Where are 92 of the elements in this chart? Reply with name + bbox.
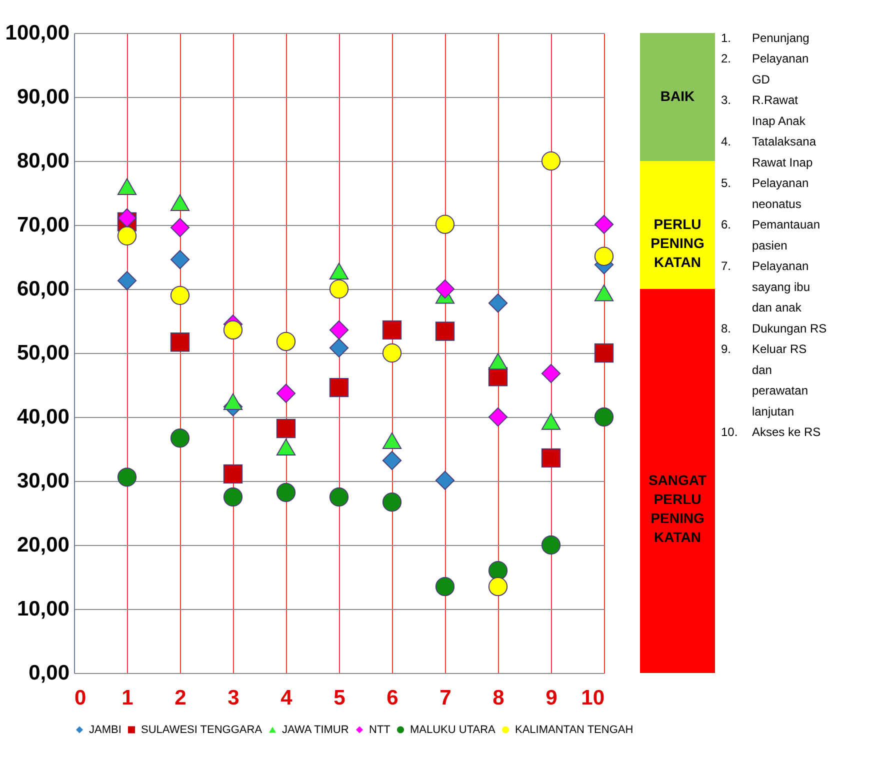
series-label: SANGAT PERLU PENING KATAN: [648, 472, 707, 545]
legend-label: KALIMANTAN TENGAH: [515, 724, 634, 736]
text: 8. Dukungan RS: [721, 321, 827, 336]
y-tick-label: 60,00: [16, 278, 70, 300]
point: [382, 450, 402, 470]
point: [488, 577, 508, 596]
point: [329, 262, 349, 280]
point: [170, 332, 190, 352]
point: [488, 352, 508, 370]
point: [276, 332, 296, 352]
text: 2. Pelayanan GD: [721, 52, 809, 86]
y-tick-label: 50,00: [16, 342, 70, 364]
y-tick-label: 30,00: [16, 470, 70, 492]
y-tick-label: 40,00: [16, 406, 70, 428]
point: [276, 438, 296, 456]
point: [223, 393, 243, 410]
y-tick-label: 80,00: [16, 150, 70, 172]
point: [117, 208, 137, 228]
text: 3. R.Rawat Inap Anak: [721, 93, 806, 128]
legend-label: JAWA TIMUR: [282, 724, 349, 736]
point: [435, 279, 455, 299]
point: [223, 320, 243, 340]
y-tick-label: 10,00: [16, 598, 70, 620]
text: 9. Keluar RS dan perawatan lanjutan: [721, 342, 808, 418]
x-tick-label: 5: [334, 686, 346, 710]
point: [488, 561, 508, 580]
point: [382, 320, 402, 340]
text: 6. Pemantauan pasien: [721, 218, 820, 252]
point: [170, 250, 190, 270]
point: [223, 487, 243, 507]
y-tick-label: 70,00: [16, 214, 70, 236]
point: [488, 293, 508, 313]
point: [594, 343, 614, 363]
point: [541, 535, 561, 555]
point: [170, 218, 190, 238]
point: [329, 338, 349, 358]
point: [435, 470, 455, 490]
x-tick-label: 10: [581, 686, 604, 710]
point: [329, 320, 349, 340]
text: 7. Pelayanan sayang ibu dan anak: [721, 259, 810, 315]
point: [117, 178, 137, 195]
point: [329, 378, 349, 398]
x-tick-label: 2: [174, 686, 186, 710]
point: [594, 214, 614, 234]
legend-label: MALUKU UTARA: [410, 724, 496, 736]
point: [276, 482, 296, 502]
y-tick-label: 100,00: [5, 22, 70, 44]
point: [382, 492, 402, 512]
x-tick-label: 9: [546, 686, 558, 710]
x-tick-label: 0: [74, 686, 86, 710]
point: [329, 279, 349, 299]
y-tick-label: 90,00: [16, 86, 70, 108]
point: [594, 246, 614, 266]
y-tick-label: 20,00: [16, 534, 70, 556]
x-tick-label: 1: [122, 686, 134, 710]
x-tick-label: 8: [492, 686, 505, 710]
legend-label: NTT: [369, 724, 391, 736]
point: [276, 384, 296, 403]
y-tick-label: 0,00: [28, 662, 70, 684]
legend-label: SULAWESI TENGGARA: [141, 724, 263, 736]
point: [541, 413, 561, 430]
point: [223, 464, 243, 484]
series-label: BAIK: [660, 88, 695, 104]
point: [541, 151, 561, 171]
x-tick-label: 4: [280, 686, 293, 710]
point: [117, 468, 137, 487]
point: [170, 286, 190, 305]
point: [435, 214, 455, 234]
point: [170, 194, 190, 211]
point: [170, 428, 190, 448]
point: [117, 271, 137, 290]
text: 10. Akses ke RS: [721, 425, 821, 440]
point: [435, 322, 455, 341]
point: [276, 418, 296, 438]
x-tick-label: 7: [440, 686, 452, 710]
x-tick-label: 6: [386, 686, 398, 710]
series-label: PERLU PENING KATAN: [650, 216, 704, 270]
x-tick-label: 3: [228, 686, 240, 710]
legend-label: JAMBI: [89, 724, 122, 736]
point: [541, 448, 561, 468]
point: [488, 407, 508, 427]
text: 4. Tatalaksana Rawat Inap: [721, 134, 816, 170]
point: [435, 577, 455, 596]
point: [329, 487, 349, 507]
point: [382, 432, 402, 450]
text: 1. Penunjang: [721, 31, 810, 45]
point: [594, 284, 614, 302]
point: [382, 343, 402, 363]
point: [117, 226, 137, 246]
text: 5. Pelayanan neonatus: [721, 176, 809, 211]
point: [594, 407, 614, 427]
point: [541, 364, 561, 384]
